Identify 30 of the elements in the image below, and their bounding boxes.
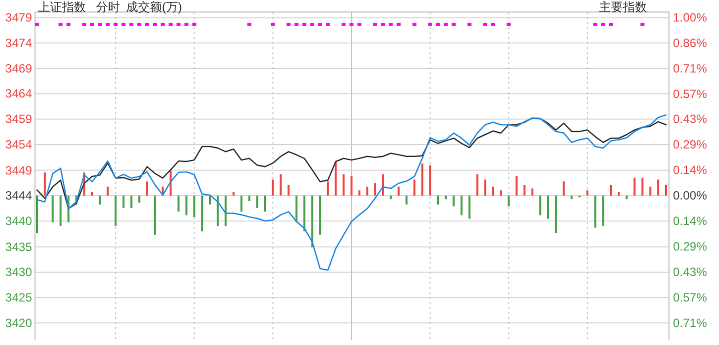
y-tick-label: 3459 xyxy=(5,112,32,126)
y2-tick-label: 0.43% xyxy=(673,265,708,280)
y2-tick-label: 0.43% xyxy=(673,112,708,126)
y2-tick-label: 0.57% xyxy=(673,290,708,304)
y-tick-label: 3440 xyxy=(5,214,32,228)
chart-title: 上证指数 xyxy=(38,0,86,14)
y2-tick-label: 0.86% xyxy=(673,36,708,50)
y-tick-label: 3435 xyxy=(5,240,32,254)
y-tick-label: 3454 xyxy=(5,137,32,152)
y-tick-label: 3444 xyxy=(5,188,32,203)
y2-tick-label: 0.14% xyxy=(673,214,708,228)
y-tick-label: 3420 xyxy=(5,316,32,330)
y2-tick-label: 0.29% xyxy=(673,138,708,152)
text: 主要指数 xyxy=(599,0,647,14)
y2-tick-label: 0.00% xyxy=(673,188,708,203)
y2-tick-label: 0.14% xyxy=(673,163,708,178)
y-tick-label: 3449 xyxy=(5,163,32,178)
y-tick-label: 3469 xyxy=(5,61,32,76)
y2-tick-label: 0.57% xyxy=(673,86,708,101)
y-tick-label: 3474 xyxy=(5,36,32,50)
y-tick-label: 3464 xyxy=(5,86,32,101)
y2-tick-label: 0.71% xyxy=(673,61,708,76)
y-tick-label: 3479 xyxy=(5,10,32,25)
y2-tick-label: 0.71% xyxy=(673,316,708,330)
y-tick-label: 3425 xyxy=(5,290,32,305)
y2-tick-label: 1.00% xyxy=(673,10,708,24)
y-tick-label: 3430 xyxy=(5,265,32,280)
text: 分时 xyxy=(96,0,120,14)
y2-tick-label: 0.29% xyxy=(673,240,708,254)
text: 成交额(万) xyxy=(126,0,182,14)
